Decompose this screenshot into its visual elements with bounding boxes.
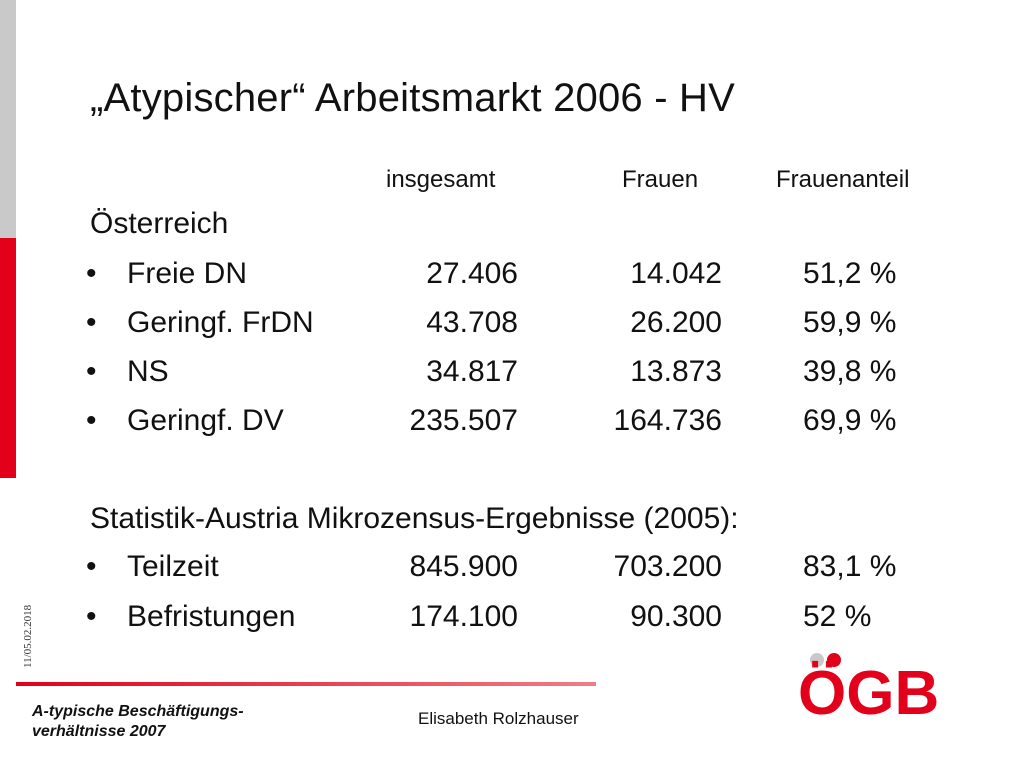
table-row: • Freie DN 27.406 14.042 51,2 % xyxy=(0,257,1024,297)
row-label: Freie DN xyxy=(127,257,248,290)
value-frauenanteil: 39,8 % xyxy=(803,355,897,388)
column-header-insgesamt: insgesamt xyxy=(386,166,496,193)
bullet: • xyxy=(86,550,97,583)
section-heading-mikrozensus: Statistik-Austria Mikrozensus-Ergebnisse… xyxy=(90,502,739,535)
value-frauen: 13.873 xyxy=(630,355,722,388)
logo-umlaut-dot-right xyxy=(827,653,841,667)
value-insgesamt: 34.817 xyxy=(426,355,518,388)
value-frauenanteil: 52 % xyxy=(803,600,872,633)
value-frauen: 26.200 xyxy=(630,306,722,339)
table-row: • Geringf. FrDN 43.708 26.200 59,9 % xyxy=(0,306,1024,346)
row-label: NS xyxy=(127,355,169,388)
bullet: • xyxy=(86,355,97,388)
bullet: • xyxy=(86,404,97,437)
table-row: • Teilzeit 845.900 703.200 83,1 % xyxy=(0,550,1024,590)
value-insgesamt: 27.406 xyxy=(426,257,518,290)
footer-author: Elisabeth Rolzhauser xyxy=(418,709,579,728)
value-frauen: 703.200 xyxy=(613,550,722,583)
value-insgesamt: 235.507 xyxy=(409,404,518,437)
row-label: Geringf. FrDN xyxy=(127,306,314,339)
side-bar-grey xyxy=(0,0,16,238)
value-frauenanteil: 59,9 % xyxy=(803,306,897,339)
value-insgesamt: 43.708 xyxy=(426,306,518,339)
bullet: • xyxy=(86,600,97,633)
value-frauenanteil: 51,2 % xyxy=(803,257,897,290)
section-heading-oesterreich: Österreich xyxy=(90,207,229,240)
table-row: • Geringf. DV 235.507 164.736 69,9 % xyxy=(0,404,1024,444)
logo-umlaut-dot-left xyxy=(810,653,824,667)
table-row: • NS 34.817 13.873 39,8 % xyxy=(0,355,1024,395)
slide-title: „Atypischer“ Arbeitsmarkt 2006 - HV xyxy=(90,76,735,120)
value-insgesamt: 174.100 xyxy=(409,600,518,633)
row-label: Befristungen xyxy=(127,600,296,633)
value-frauen: 164.736 xyxy=(613,404,722,437)
bullet: • xyxy=(86,306,97,339)
value-insgesamt: 845.900 xyxy=(409,550,518,583)
logo-text: ÖGB xyxy=(798,659,939,720)
row-label: Geringf. DV xyxy=(127,404,284,437)
footer-title-line2: verhältnisse 2007 xyxy=(32,723,166,740)
column-header-frauen: Frauen xyxy=(622,166,699,193)
footer-title-line1: A-typische Beschäftigungs- xyxy=(32,703,244,720)
value-frauen: 14.042 xyxy=(630,257,722,290)
bullet: • xyxy=(86,257,97,290)
value-frauenanteil: 69,9 % xyxy=(803,404,897,437)
row-label: Teilzeit xyxy=(127,550,219,583)
ogb-logo: ÖGB xyxy=(798,653,939,720)
side-bar-red xyxy=(0,238,16,478)
column-header-frauenanteil: Frauenanteil xyxy=(776,166,910,193)
table-row: • Befristungen 174.100 90.300 52 % xyxy=(0,600,1024,640)
value-frauenanteil: 83,1 % xyxy=(803,550,897,583)
footer-presentation-title: A-typische Beschäftigungs- verhältnisse … xyxy=(32,702,244,742)
footer-divider xyxy=(16,682,596,686)
value-frauen: 90.300 xyxy=(630,600,722,633)
